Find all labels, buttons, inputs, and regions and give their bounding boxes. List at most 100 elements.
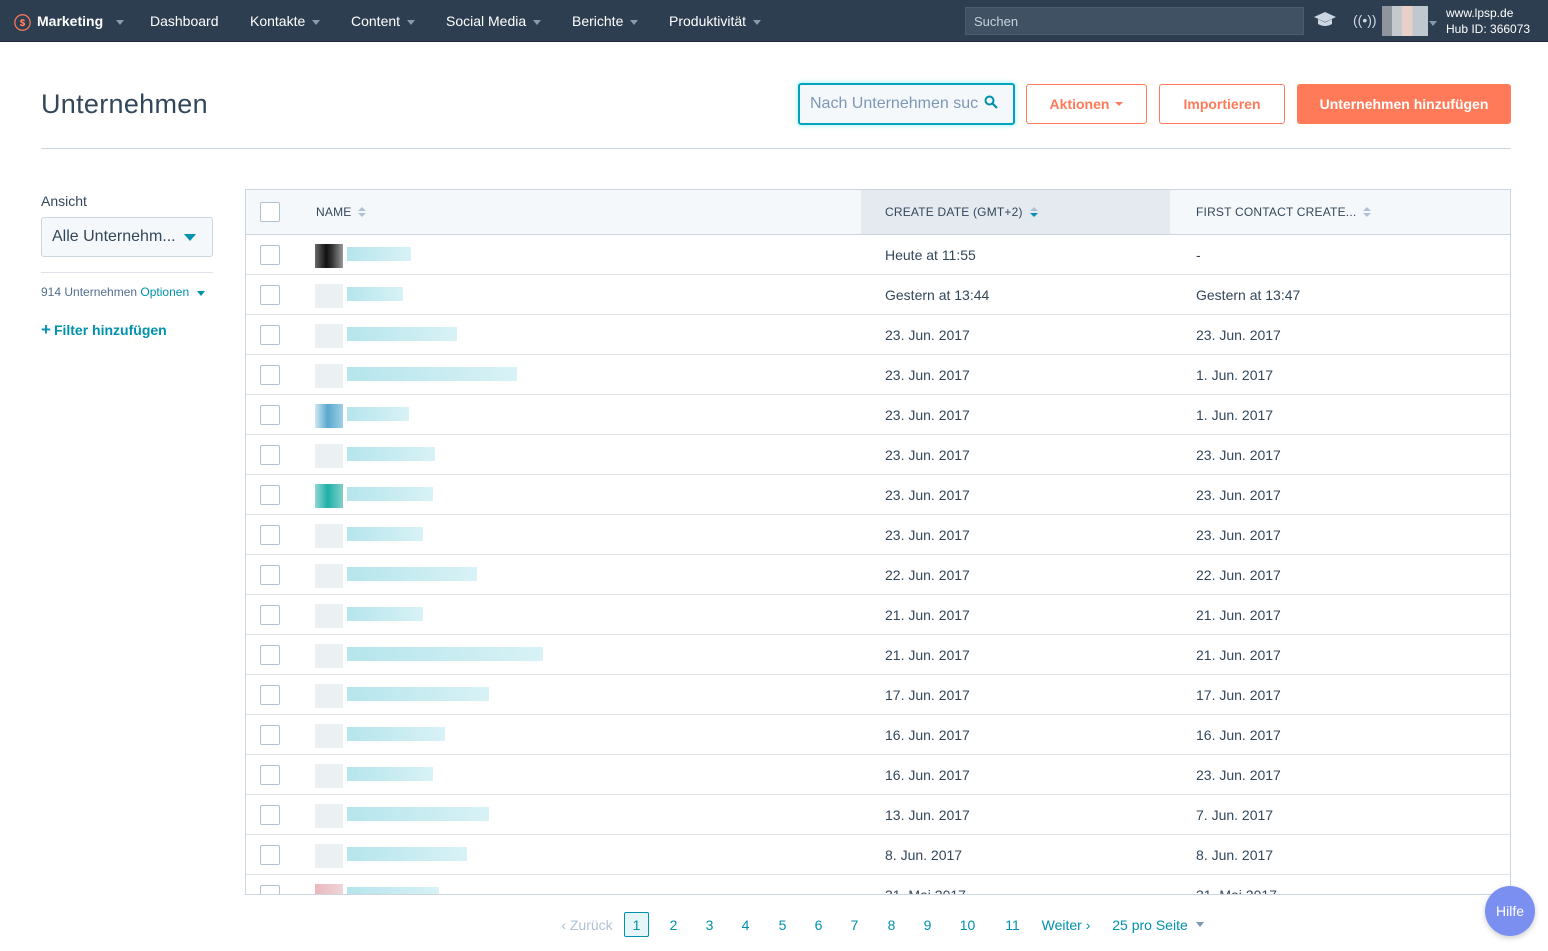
table-row[interactable]: 16. Jun. 2017 16. Jun. 2017 bbox=[246, 715, 1510, 755]
company-name-blurred[interactable] bbox=[347, 727, 445, 741]
row-checkbox[interactable] bbox=[260, 885, 280, 894]
company-name-cell[interactable] bbox=[309, 842, 569, 868]
company-name-blurred[interactable] bbox=[347, 447, 435, 461]
company-name-blurred[interactable] bbox=[347, 287, 403, 301]
pagination-page[interactable]: 7 bbox=[850, 916, 859, 933]
column-header-first-contact[interactable]: FIRST CONTACT CREATE... bbox=[1196, 190, 1496, 234]
pagination-page[interactable]: 5 bbox=[778, 916, 787, 933]
per-page-select[interactable]: 25 pro Seite bbox=[1108, 912, 1208, 937]
company-name-blurred[interactable] bbox=[347, 487, 433, 501]
table-row[interactable]: 23. Jun. 2017 23. Jun. 2017 bbox=[246, 515, 1510, 555]
company-name-cell[interactable] bbox=[309, 522, 569, 548]
broadcast-icon[interactable]: ((•)) bbox=[1353, 12, 1377, 28]
pagination-page[interactable]: 8 bbox=[887, 916, 896, 933]
table-row[interactable]: 23. Jun. 2017 23. Jun. 2017 bbox=[246, 435, 1510, 475]
pagination-page[interactable]: 4 bbox=[741, 916, 750, 933]
table-row[interactable]: 8. Jun. 2017 8. Jun. 2017 bbox=[246, 835, 1510, 875]
company-name-blurred[interactable] bbox=[347, 247, 411, 261]
row-checkbox[interactable] bbox=[260, 565, 280, 585]
pagination-page[interactable]: 9 bbox=[923, 916, 932, 933]
company-name-blurred[interactable] bbox=[347, 847, 467, 861]
table-row[interactable]: 23. Jun. 2017 23. Jun. 2017 bbox=[246, 475, 1510, 515]
pagination-page[interactable]: 1 bbox=[624, 912, 649, 937]
table-row[interactable]: 23. Jun. 2017 1. Jun. 2017 bbox=[246, 355, 1510, 395]
table-row[interactable]: Gestern at 13:44 Gestern at 13:47 bbox=[246, 275, 1510, 315]
table-row[interactable]: 23. Jun. 2017 23. Jun. 2017 bbox=[246, 315, 1510, 355]
view-select[interactable]: Alle Unternehm... bbox=[41, 217, 213, 257]
nav-kontakte[interactable]: Kontakte bbox=[250, 0, 321, 42]
import-button[interactable]: Importieren bbox=[1159, 84, 1285, 124]
column-header-name[interactable]: NAME bbox=[316, 190, 861, 234]
global-search-input[interactable] bbox=[965, 7, 1304, 35]
actions-button[interactable]: Aktionen bbox=[1026, 84, 1147, 124]
row-checkbox[interactable] bbox=[260, 365, 280, 385]
company-name-blurred[interactable] bbox=[347, 407, 409, 421]
options-link[interactable]: Optionen bbox=[140, 285, 190, 299]
company-name-blurred[interactable] bbox=[347, 807, 489, 821]
table-row[interactable]: 16. Jun. 2017 23. Jun. 2017 bbox=[246, 755, 1510, 795]
row-checkbox[interactable] bbox=[260, 405, 280, 425]
graduation-cap-icon[interactable] bbox=[1313, 10, 1337, 33]
row-checkbox[interactable] bbox=[260, 485, 280, 505]
nav-social-media[interactable]: Social Media bbox=[446, 0, 542, 42]
help-button[interactable]: Hilfe bbox=[1485, 886, 1535, 936]
company-name-blurred[interactable] bbox=[347, 687, 489, 701]
company-name-cell[interactable] bbox=[309, 482, 569, 508]
table-row[interactable]: 23. Jun. 2017 1. Jun. 2017 bbox=[246, 395, 1510, 435]
company-name-cell[interactable] bbox=[309, 402, 569, 428]
pagination-page[interactable]: 10 bbox=[959, 916, 976, 933]
pagination-page[interactable]: 3 bbox=[705, 916, 714, 933]
company-search-input[interactable] bbox=[810, 95, 978, 113]
company-name-cell[interactable] bbox=[309, 882, 569, 894]
company-name-cell[interactable] bbox=[309, 362, 569, 388]
row-checkbox[interactable] bbox=[260, 605, 280, 625]
company-name-cell[interactable] bbox=[309, 562, 569, 588]
row-checkbox[interactable] bbox=[260, 245, 280, 265]
row-checkbox[interactable] bbox=[260, 645, 280, 665]
company-name-cell[interactable] bbox=[309, 602, 569, 628]
company-name-cell[interactable] bbox=[309, 322, 569, 348]
company-name-cell[interactable] bbox=[309, 722, 569, 748]
company-name-cell[interactable] bbox=[309, 762, 569, 788]
chevron-down-icon[interactable] bbox=[197, 291, 206, 296]
company-name-blurred[interactable] bbox=[347, 527, 423, 541]
select-all-checkbox[interactable] bbox=[260, 202, 280, 222]
account-info[interactable]: www.lpsp.de Hub ID: 366073 bbox=[1446, 5, 1530, 37]
table-row[interactable]: 21. Jun. 2017 21. Jun. 2017 bbox=[246, 595, 1510, 635]
row-checkbox[interactable] bbox=[260, 445, 280, 465]
company-name-cell[interactable] bbox=[309, 442, 569, 468]
table-row[interactable]: 21. Jun. 2017 21. Jun. 2017 bbox=[246, 635, 1510, 675]
row-checkbox[interactable] bbox=[260, 285, 280, 305]
company-name-blurred[interactable] bbox=[347, 887, 439, 894]
company-name-blurred[interactable] bbox=[347, 647, 543, 661]
company-name-cell[interactable] bbox=[309, 682, 569, 708]
table-row[interactable]: 31. Mai 2017 31. Mai 2017 bbox=[246, 875, 1510, 894]
company-name-blurred[interactable] bbox=[347, 767, 433, 781]
company-search[interactable] bbox=[798, 83, 1015, 125]
company-name-blurred[interactable] bbox=[347, 607, 423, 621]
row-checkbox[interactable] bbox=[260, 765, 280, 785]
row-checkbox[interactable] bbox=[260, 325, 280, 345]
table-row[interactable]: 22. Jun. 2017 22. Jun. 2017 bbox=[246, 555, 1510, 595]
company-name-blurred[interactable] bbox=[347, 567, 477, 581]
row-checkbox[interactable] bbox=[260, 685, 280, 705]
row-checkbox[interactable] bbox=[260, 805, 280, 825]
pagination-page[interactable]: 6 bbox=[814, 916, 823, 933]
table-row[interactable]: 13. Jun. 2017 7. Jun. 2017 bbox=[246, 795, 1510, 835]
row-checkbox[interactable] bbox=[260, 845, 280, 865]
add-filter-link[interactable]: + Filter hinzufügen bbox=[41, 320, 167, 340]
company-name-cell[interactable] bbox=[309, 802, 569, 828]
company-name-cell[interactable] bbox=[309, 282, 569, 308]
pagination-page[interactable]: 11 bbox=[1005, 916, 1020, 933]
nav-dashboard[interactable]: Dashboard bbox=[150, 0, 219, 42]
table-row[interactable]: Heute at 11:55 - bbox=[246, 235, 1510, 275]
nav-berichte[interactable]: Berichte bbox=[572, 0, 639, 42]
add-company-button[interactable]: Unternehmen hinzufügen bbox=[1297, 84, 1511, 124]
avatar[interactable] bbox=[1382, 6, 1428, 36]
chevron-down-icon[interactable] bbox=[1429, 21, 1437, 26]
column-header-create-date[interactable]: CREATE DATE (GMT+2) bbox=[861, 190, 1170, 234]
nav-produktivitaet[interactable]: Produktivität bbox=[669, 0, 762, 42]
company-name-blurred[interactable] bbox=[347, 367, 517, 381]
company-name-cell[interactable] bbox=[309, 242, 569, 268]
pagination-next[interactable]: Weiter › bbox=[1036, 912, 1096, 937]
